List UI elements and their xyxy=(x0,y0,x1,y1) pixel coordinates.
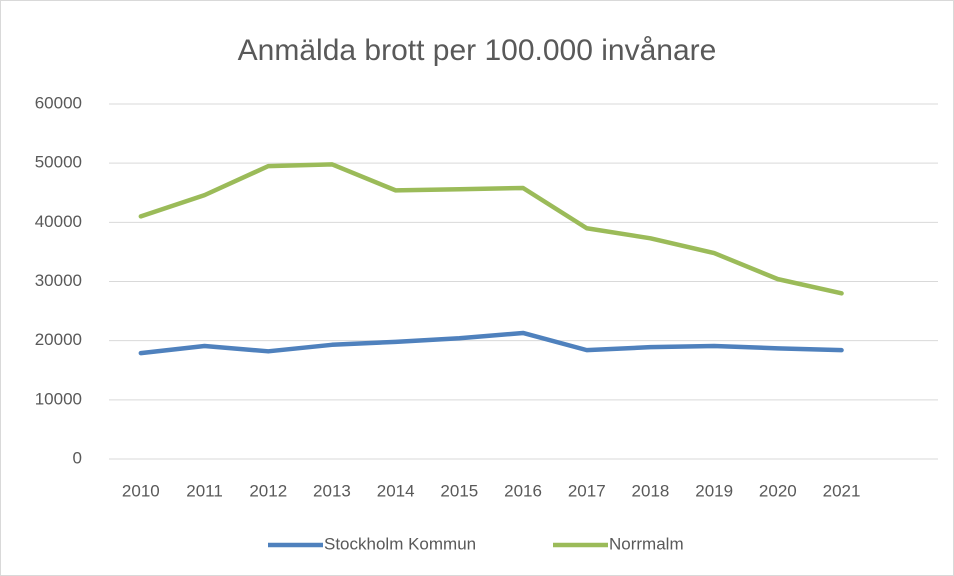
x-tick-label: 2012 xyxy=(249,481,287,500)
chart-title: Anmälda brott per 100.000 invånare xyxy=(238,34,717,67)
y-tick-label: 40000 xyxy=(35,212,82,231)
y-tick-label: 30000 xyxy=(35,271,82,290)
x-tick-label: 2013 xyxy=(313,481,351,500)
x-tick-label: 2017 xyxy=(568,481,606,500)
x-tick-label: 2018 xyxy=(632,481,670,500)
y-tick-label: 10000 xyxy=(35,389,82,408)
y-tick-label: 50000 xyxy=(35,153,82,172)
line-series xyxy=(138,162,844,296)
x-tick-label: 2021 xyxy=(823,481,861,500)
y-tick-label: 0 xyxy=(73,448,82,467)
y-tick-label: 20000 xyxy=(35,330,82,349)
x-tick-label: 2020 xyxy=(759,481,797,500)
x-tick-label: 2015 xyxy=(440,481,478,500)
x-tick-label: 2010 xyxy=(122,481,160,500)
legend-label: Norrmalm xyxy=(609,534,684,553)
y-tick-label: 60000 xyxy=(35,93,82,112)
x-tick-label: 2019 xyxy=(695,481,733,500)
line-series xyxy=(138,330,844,356)
x-tick-label: 2016 xyxy=(504,481,542,500)
x-tick-label: 2011 xyxy=(186,481,223,500)
legend-label: Stockholm Kommun xyxy=(324,534,476,553)
x-tick-label: 2014 xyxy=(377,481,415,500)
